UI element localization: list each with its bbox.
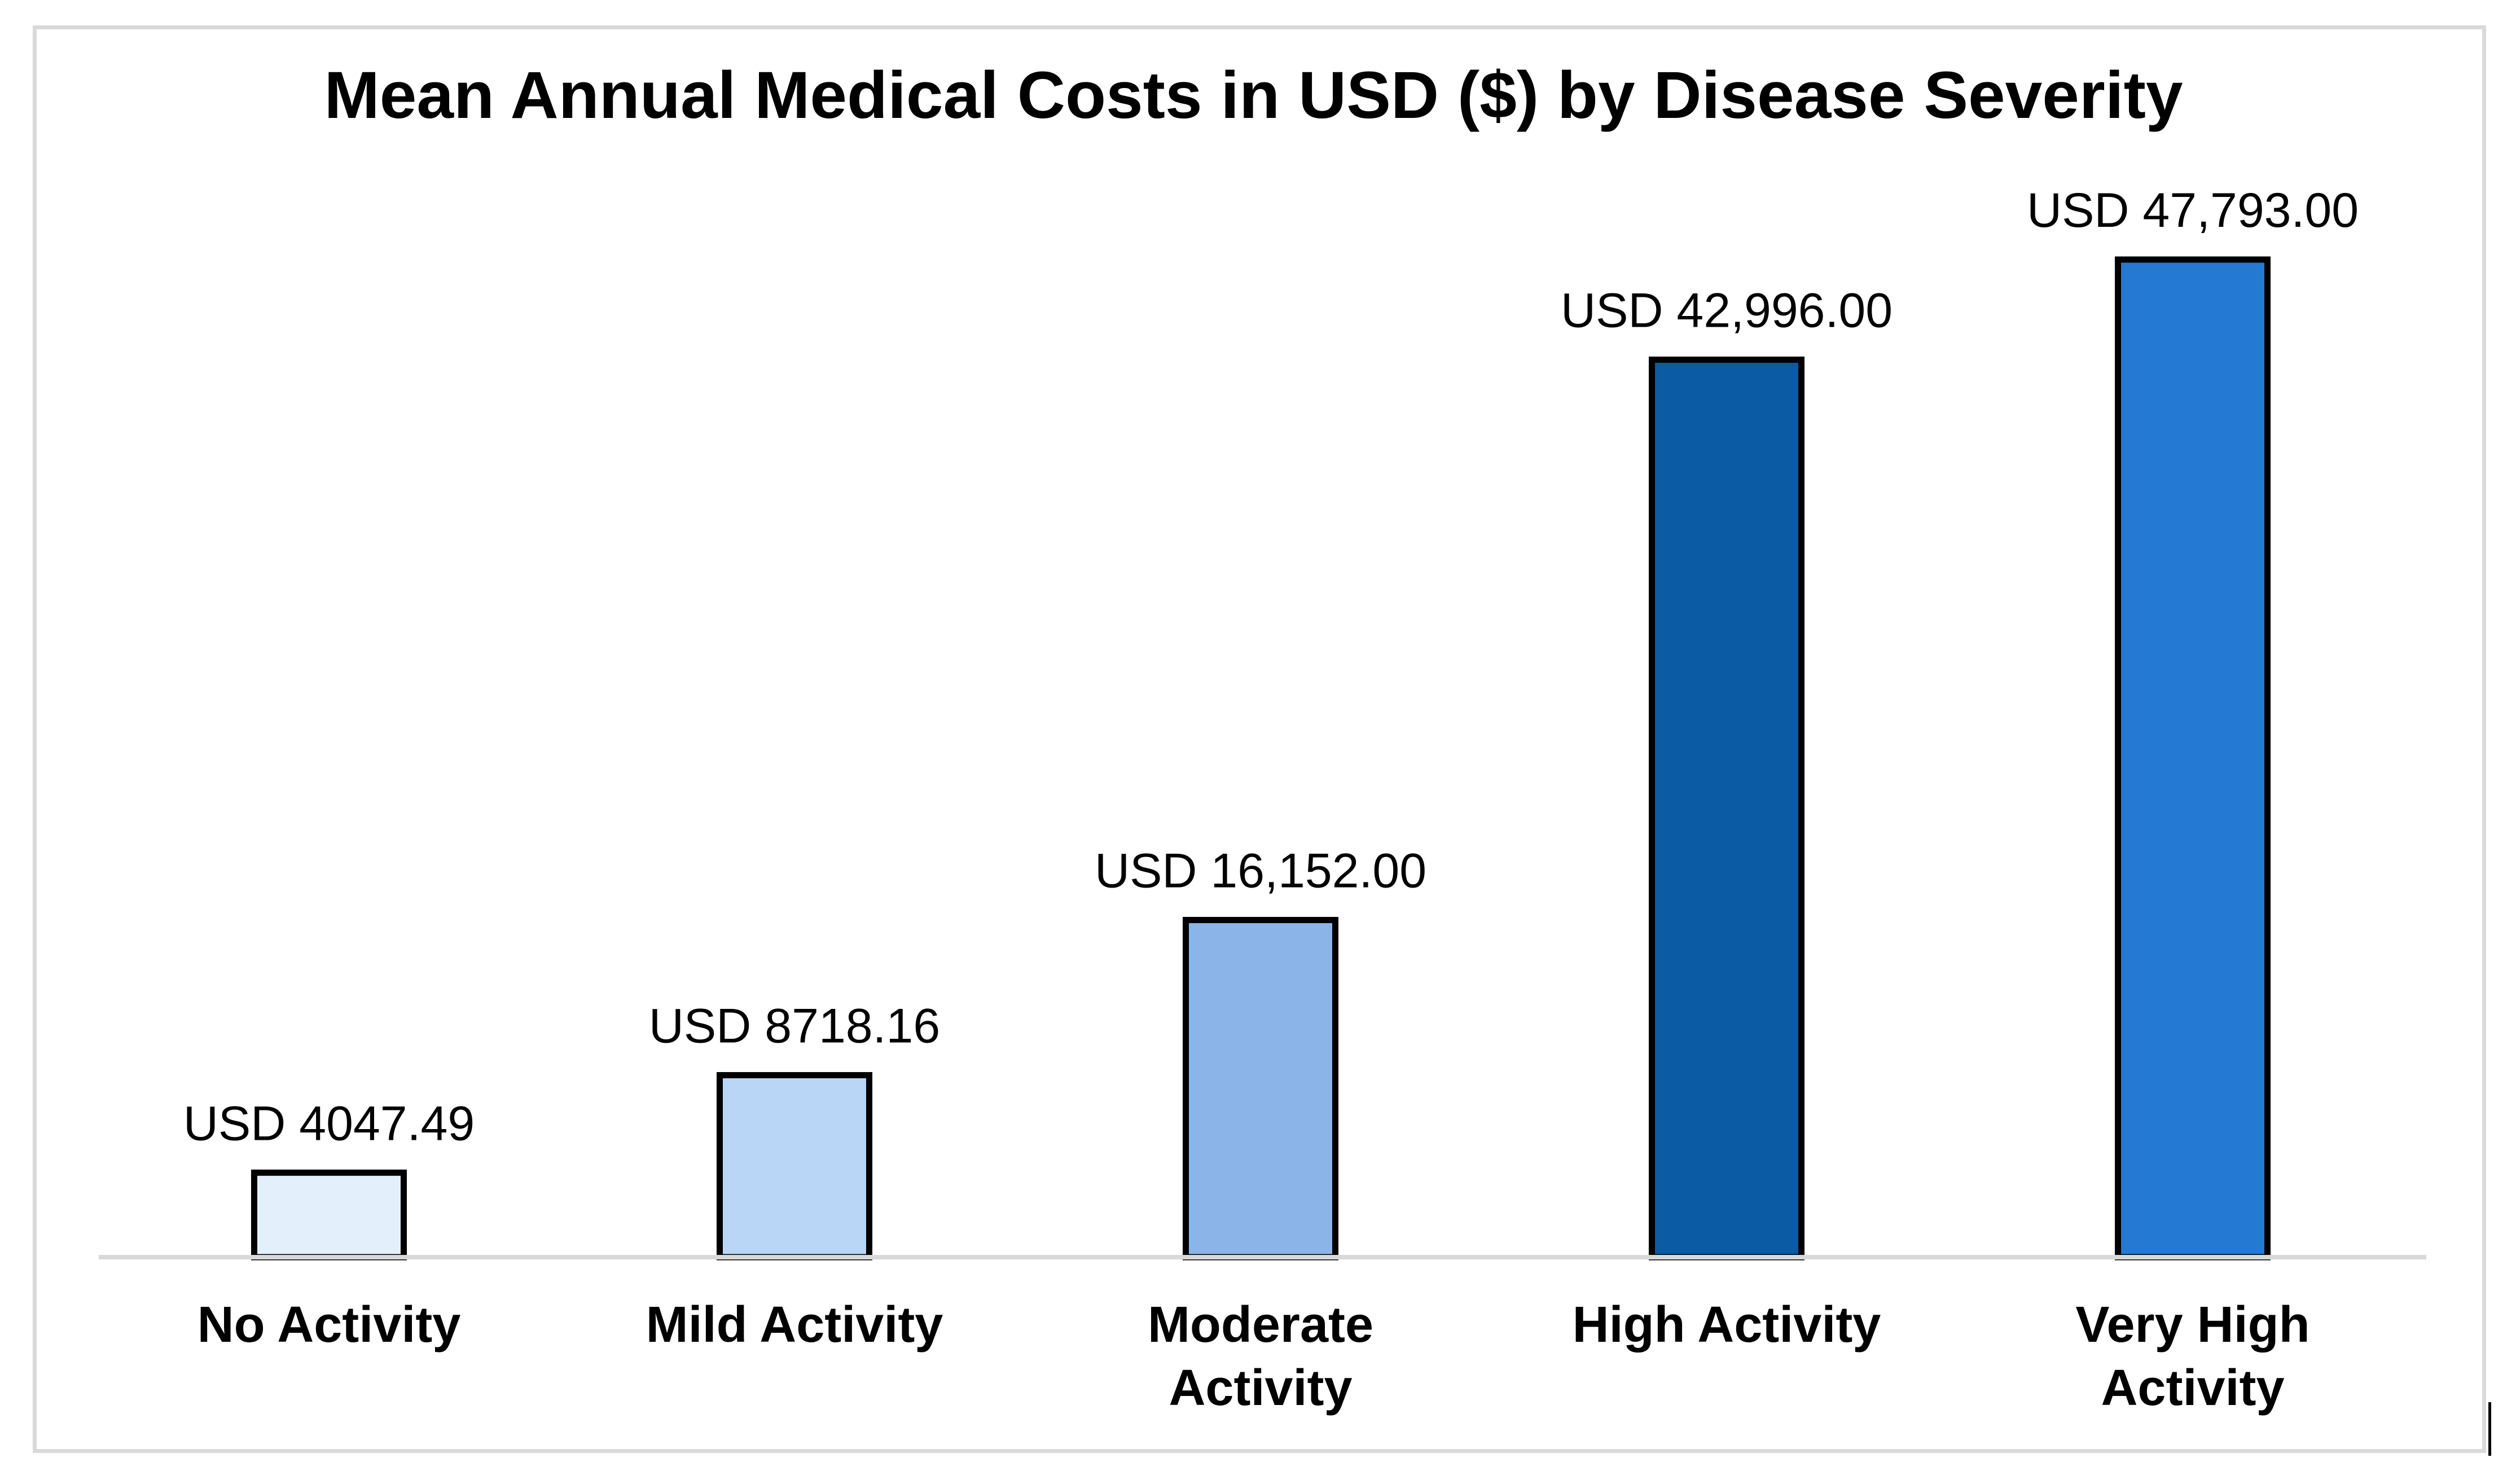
data-label-2: USD 16,152.00	[1095, 844, 1426, 898]
x-tick-label-0-line-0: No Activity	[197, 1297, 461, 1353]
x-tick-label-3-line-0: High Activity	[1573, 1297, 1881, 1353]
x-tick-label-1-line-0: Mild Activity	[646, 1297, 943, 1353]
x-tick-label-4-line-0: Very High	[2075, 1297, 2310, 1353]
frame-edge-mark	[2488, 1402, 2491, 1456]
bar-3	[1649, 356, 1804, 1261]
bar-0	[251, 1169, 407, 1261]
data-label-1: USD 8718.16	[649, 999, 940, 1053]
data-label-3: USD 42,996.00	[1561, 283, 1893, 337]
x-tick-label-2-line-0: Moderate	[1148, 1297, 1373, 1353]
bar-4	[2115, 256, 2271, 1261]
x-tick-label-4-line-1: Activity	[2101, 1360, 2284, 1416]
chart-title: Mean Annual Medical Costs in USD ($) by …	[324, 58, 2183, 133]
bar-2	[1183, 916, 1338, 1261]
data-label-0: USD 4047.49	[183, 1096, 475, 1151]
data-label-4: USD 47,793.00	[2027, 183, 2359, 238]
bar-1	[717, 1072, 872, 1261]
x-tick-label-2-line-1: Activity	[1169, 1360, 1352, 1416]
